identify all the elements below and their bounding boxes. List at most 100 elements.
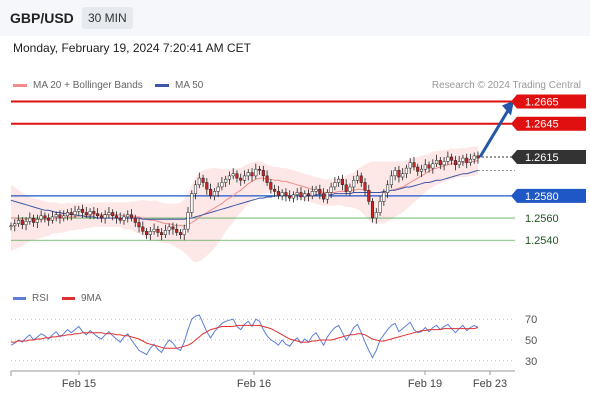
legend-9ma: 9MA [62,293,102,304]
level-tag-1.2615 [511,150,586,165]
candle-body [35,218,39,223]
candle-body [103,214,107,219]
candle-body [178,232,183,235]
candle-body [322,193,326,200]
candle-body [73,211,77,215]
candle-body [111,212,115,217]
source-credit: Research © 2024 Trading Central [431,80,581,91]
legend-ma20-label: MA 20 + Bollinger Bands [33,80,143,91]
candle-body [412,162,416,168]
ma50-line [10,169,479,220]
rsi-tick-label-50: 50 [525,335,537,347]
candle-body [126,214,130,218]
candle-body [472,155,476,160]
candle-body [167,226,171,231]
candle-body [389,175,393,186]
candle-body [450,156,454,161]
candle-body [62,215,66,219]
legend-ma20: MA 20 + Bollinger Bands [13,80,143,91]
candle-body [337,178,341,183]
candle-body [427,164,431,169]
legend-rsi-label: RSI [32,293,49,304]
instrument-title: GBP/USD [10,10,74,26]
candle-body [438,160,442,166]
candle-body [92,211,96,214]
candle-body [284,192,288,197]
candle-body [295,192,299,195]
candle-body [250,172,254,177]
candle-body [435,160,439,164]
level-label-1.2560: 1.2560 [525,213,559,225]
x-tick-label-Feb-19: Feb 19 [408,378,442,390]
candle-body [239,177,243,181]
candle-body [261,170,265,177]
projection-arrow-head [502,100,514,116]
candle-body [465,157,469,163]
candle-body [257,168,262,171]
candle-body [461,157,465,162]
candle-body [352,180,356,188]
level-label-1.2615: 1.2615 [525,152,559,164]
legend-ma50-label: MA 50 [175,80,204,91]
level-label-1.2540: 1.2540 [525,235,559,247]
level-label-1.2580: 1.2580 [525,191,559,203]
candle-body [20,220,24,225]
candle-body [378,201,382,213]
candle-body [306,193,311,197]
rsi-tick-label-30: 30 [525,356,537,368]
candle-body [370,201,375,219]
candle-body [299,192,303,198]
legend-ma50-swatch [155,83,169,87]
candle-body [235,173,239,179]
candle-body [314,188,318,192]
candle-body [442,161,446,166]
candle-body [205,182,209,190]
candle-body [242,175,247,181]
candle-body [269,182,273,190]
candle-body [190,193,194,213]
candle-body [160,232,164,235]
candle-body [404,167,408,174]
candle-body [65,212,70,217]
candle-body [28,217,32,222]
x-tick-label-Feb-16: Feb 16 [237,378,271,390]
candle-body [246,172,250,177]
candle-body [13,223,17,227]
candle-body [193,184,198,194]
candle-body [156,228,160,233]
candle-body [280,192,284,197]
candle-body [69,212,73,215]
legend-9ma-label: 9MA [81,293,102,304]
candle-body [137,222,141,228]
candle-body [107,212,111,215]
candle-body [9,225,13,228]
candle-body [419,168,424,172]
candle-body [431,163,435,169]
candle-body [182,228,186,235]
candle-body [186,212,190,230]
candle-body [133,217,137,223]
candle-body [122,216,126,221]
candle-body [224,178,228,183]
legend-ma20-swatch [13,83,27,87]
candle-body [416,166,420,172]
candle-body [227,175,231,180]
candle-body [254,168,258,177]
candle-body [80,208,85,213]
candle-body [318,188,322,194]
ma20-line [11,159,479,227]
candle-body [99,215,103,219]
candle-body [58,214,62,219]
candle-body [118,217,122,221]
x-tick-label-Feb-15: Feb 15 [62,378,96,390]
candle-body [50,216,54,221]
level-label-1.2665: 1.2665 [525,97,559,109]
candle-body [212,191,216,197]
candle-body [397,170,401,178]
rsi-9ma-line [11,324,479,349]
candle-body [24,221,28,225]
candle-body [310,191,314,197]
level-tag-1.2580 [511,188,586,203]
timeframe-badge[interactable]: 30 MIN [82,7,133,29]
